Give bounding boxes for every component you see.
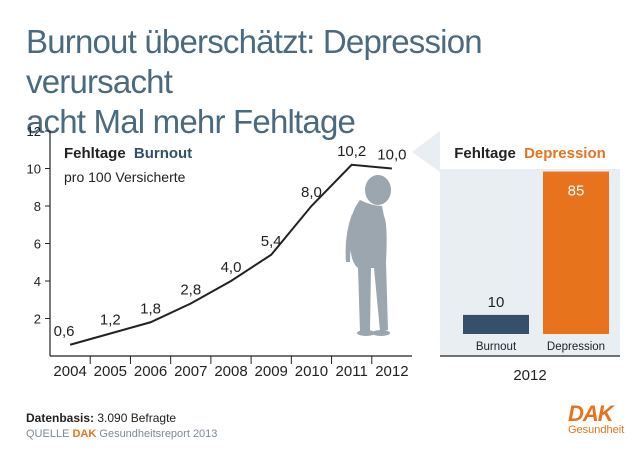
- footnote: Datenbasis: 3.090 Befragte: [26, 411, 176, 425]
- source-line: QUELLE DAK Gesundheitsreport 2013: [26, 428, 217, 440]
- y-tick-label: 4: [34, 274, 41, 289]
- data-label: 4,0: [221, 259, 242, 276]
- source-label: QUELLE: [26, 428, 70, 440]
- data-label: 2,8: [180, 282, 201, 299]
- bar-chart-title: Fehltage Depression: [454, 145, 606, 162]
- callout-arrow: [412, 131, 440, 172]
- bar-burnout: [463, 314, 529, 334]
- source-text: Gesundheitsreport 2013: [99, 428, 218, 440]
- y-tick-label: 8: [34, 199, 41, 214]
- line-chart-title: Fehltage Burnout: [64, 145, 192, 162]
- depression-panel-header: [440, 131, 620, 169]
- data-label: 0,6: [54, 323, 75, 340]
- x-tick-label: 2006: [134, 363, 167, 380]
- dak-logo: DAK Gesundheit: [568, 401, 626, 437]
- x-tick-label: 2012: [375, 363, 408, 380]
- bar-value-label: 10: [488, 294, 505, 311]
- line-chart-title-part1: Fehltage: [64, 145, 126, 162]
- x-tick-label: 2010: [295, 363, 328, 380]
- bar-chart-title-part2: Depression: [524, 145, 606, 162]
- line-chart-subtitle: pro 100 Versicherte: [64, 169, 186, 185]
- x-tick-label: 2008: [214, 363, 247, 380]
- data-label: 10,2: [337, 143, 366, 160]
- data-label: 10,0: [377, 147, 406, 164]
- data-label: 5,4: [261, 233, 282, 250]
- y-tick-label: 6: [34, 237, 41, 252]
- line-chart-title-part2: Burnout: [134, 145, 192, 162]
- x-tick-label: 2005: [94, 363, 127, 380]
- logo-word: DAK: [568, 401, 614, 426]
- y-tick-label: 12: [27, 124, 41, 139]
- bar-chart-title-part1: Fehltage: [454, 145, 516, 162]
- bar-year-label: 2012: [513, 367, 546, 384]
- burnout-line: [69, 163, 392, 346]
- title-line-1: Burnout überschätzt: Depression verursac…: [26, 23, 483, 100]
- bar-category-label: Burnout: [476, 341, 517, 353]
- footnote-label: Datenbasis:: [26, 411, 95, 425]
- y-tick-label: 2: [34, 312, 41, 327]
- data-label: 1,2: [100, 312, 121, 329]
- data-label: 1,8: [140, 300, 161, 317]
- logo-sub: Gesundheit: [568, 424, 625, 436]
- x-tick-label: 2007: [174, 363, 207, 380]
- page-title: Burnout überschätzt: Depression verursac…: [26, 22, 626, 142]
- x-tick-label: 2011: [336, 363, 368, 380]
- footnote-value: 3.090 Befragte: [97, 411, 177, 425]
- x-tick-label: 2004: [53, 363, 86, 380]
- title-line-2: acht Mal mehr Fehltage: [26, 103, 356, 140]
- bar-value-label: 85: [568, 183, 585, 200]
- source-brand: DAK: [72, 428, 97, 440]
- bar-depression: [543, 171, 609, 334]
- person-silhouette-icon: [345, 175, 391, 336]
- bar-category-label: Depression: [547, 341, 605, 353]
- data-label: 8,0: [301, 184, 322, 201]
- x-tick-label: 2009: [255, 363, 288, 380]
- y-tick-label: 10: [27, 162, 41, 177]
